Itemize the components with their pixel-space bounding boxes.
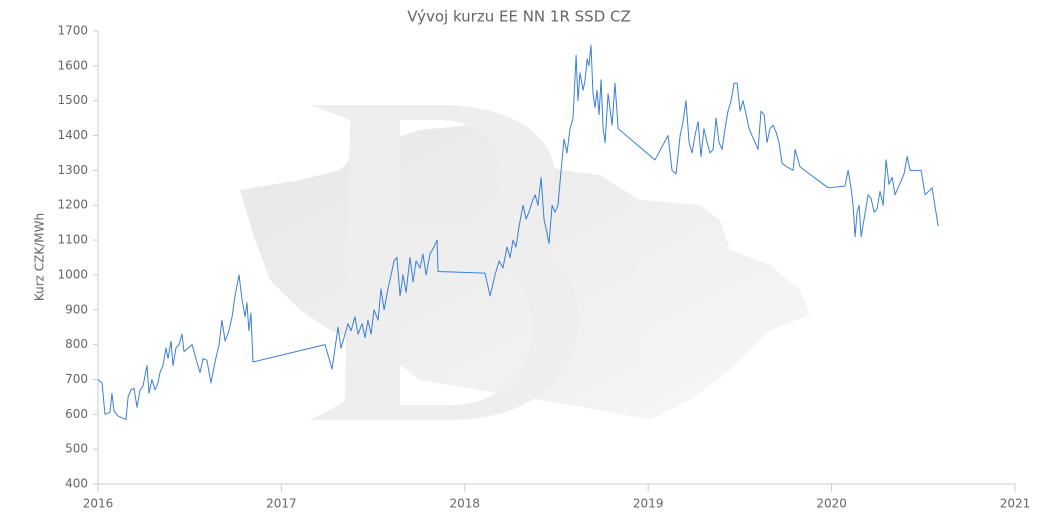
- y-tick-label: 1700: [57, 24, 88, 38]
- x-tick-label: 2021: [1000, 497, 1031, 511]
- data-line: [97, 44, 939, 421]
- y-tick-label: 1500: [57, 93, 88, 107]
- y-tick-label: 500: [65, 442, 88, 456]
- y-tick-label: 900: [65, 302, 88, 316]
- x-tick-label: 2016: [83, 497, 114, 511]
- y-tick-label: 1200: [57, 198, 88, 212]
- y-tick-label: 700: [65, 372, 88, 386]
- x-tick-label: 2017: [266, 497, 297, 511]
- y-tick-label: 1300: [57, 163, 88, 177]
- y-tick-label: 1100: [57, 233, 88, 247]
- chart-title: Vývoj kurzu EE NN 1R SSD CZ: [407, 8, 631, 26]
- watermark: [240, 105, 810, 420]
- y-tick-label: 600: [65, 407, 88, 421]
- y-axis-label: Kurz CZK/MWh: [33, 213, 47, 301]
- y-tick-label: 1000: [57, 267, 88, 281]
- x-tick-label: 2018: [450, 497, 481, 511]
- x-tick-label: 2020: [816, 497, 847, 511]
- y-tick-label: 1600: [57, 58, 88, 72]
- y-tick-label: 400: [65, 477, 88, 491]
- x-tick-label: 2019: [633, 497, 664, 511]
- y-tick-label: 800: [65, 337, 88, 351]
- y-tick-label: 1400: [57, 128, 88, 142]
